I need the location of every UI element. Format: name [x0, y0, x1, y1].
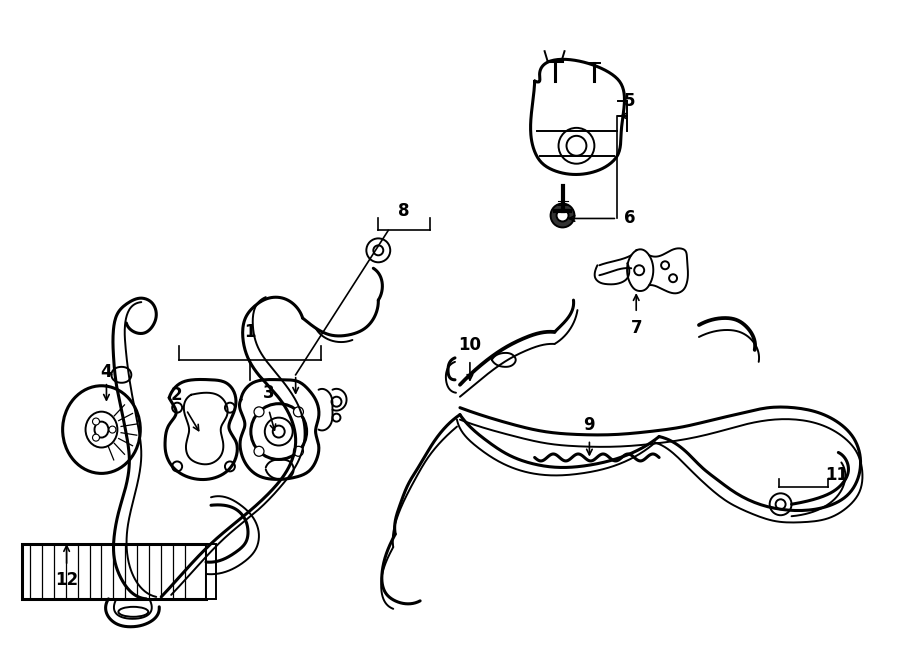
Circle shape	[293, 407, 303, 417]
Ellipse shape	[86, 412, 117, 447]
Bar	[22, 544, 206, 599]
Circle shape	[770, 493, 792, 515]
Text: 7: 7	[630, 319, 642, 337]
Bar	[206, 544, 216, 599]
Circle shape	[109, 426, 116, 433]
Text: 8: 8	[399, 202, 410, 219]
Circle shape	[551, 204, 574, 227]
Circle shape	[93, 434, 100, 441]
Circle shape	[556, 210, 569, 221]
Text: 6: 6	[625, 210, 636, 227]
Circle shape	[293, 446, 303, 456]
Text: 9: 9	[583, 416, 595, 434]
Text: 2: 2	[170, 386, 182, 404]
Text: 12: 12	[55, 571, 78, 589]
Text: 3: 3	[263, 384, 274, 402]
Circle shape	[366, 239, 391, 262]
Text: 1: 1	[244, 323, 256, 341]
Ellipse shape	[63, 386, 140, 473]
Text: 10: 10	[458, 336, 482, 354]
Ellipse shape	[119, 607, 148, 617]
Circle shape	[254, 446, 264, 456]
Text: 4: 4	[101, 363, 112, 381]
Text: 11: 11	[825, 467, 848, 485]
Circle shape	[93, 418, 100, 425]
Text: 5: 5	[624, 92, 635, 110]
Circle shape	[254, 407, 264, 417]
